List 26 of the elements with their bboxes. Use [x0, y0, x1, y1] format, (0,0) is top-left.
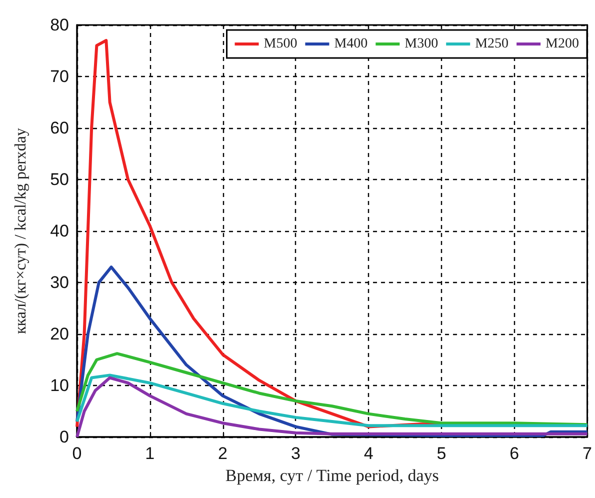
y-tick-label: 60 — [50, 118, 69, 138]
y-tick-label: 0 — [60, 428, 69, 446]
x-tick-label: 1 — [145, 444, 155, 463]
x-tick-label: 5 — [436, 444, 446, 463]
y-tick-label: 20 — [50, 324, 69, 344]
y-axis-title: ккал/(кг×сут) / kcal/kg perxday — [12, 128, 30, 334]
x-tick-label: 4 — [364, 444, 374, 463]
x-tick-label: 2 — [218, 444, 228, 463]
x-tick-label: 3 — [290, 444, 300, 463]
y-tick-label: 80 — [50, 16, 69, 34]
x-tick-label: 7 — [582, 444, 592, 463]
y-tick-label: 40 — [50, 222, 69, 240]
y-tick-label: 30 — [50, 273, 69, 292]
x-tick-label: 6 — [510, 444, 520, 463]
legend-label: M300 — [404, 36, 438, 52]
line-series — [76, 374, 589, 428]
legend-label: M250 — [475, 36, 509, 52]
y-tick-label: 70 — [50, 67, 69, 86]
x-axis-title: Время, сут / Time period, days — [225, 466, 439, 485]
legend-label: M400 — [334, 36, 368, 52]
x-tick-label: 0 — [72, 444, 82, 463]
y-tick-label: 50 — [50, 170, 69, 189]
legend-label: M200 — [546, 36, 580, 52]
legend-label: M500 — [264, 36, 298, 52]
line-series — [76, 352, 589, 426]
y-tick-label: 10 — [50, 376, 69, 395]
